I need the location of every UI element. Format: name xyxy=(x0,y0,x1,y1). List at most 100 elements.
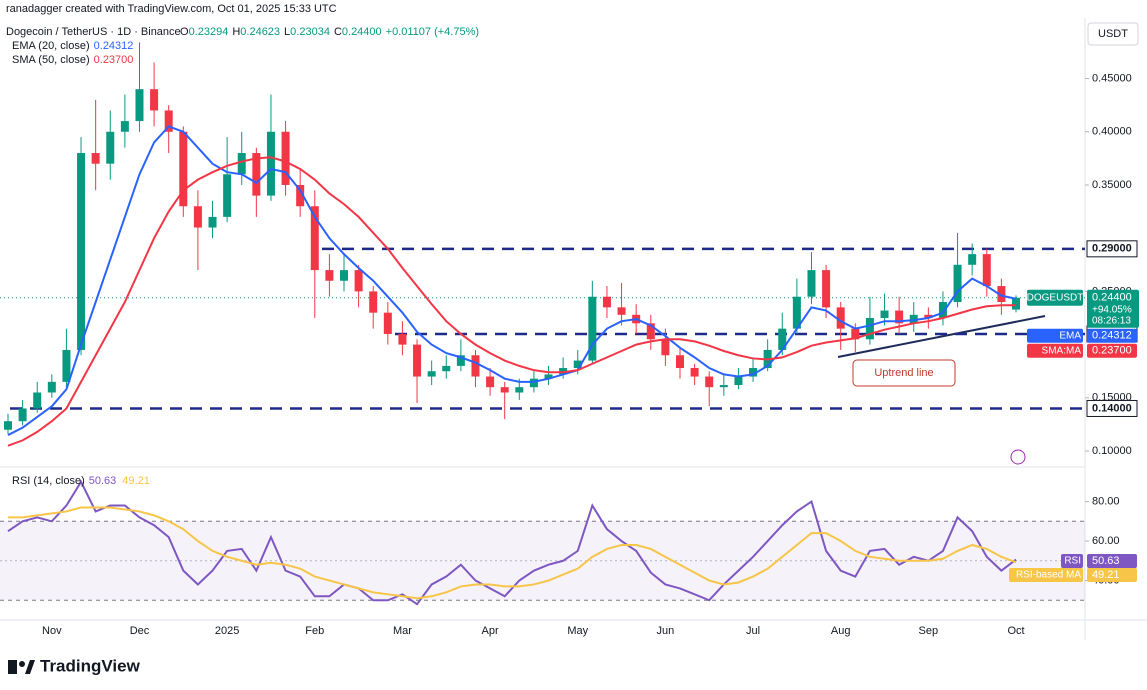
indicator-tag-box xyxy=(1087,554,1137,568)
candle-body xyxy=(588,296,597,361)
candle-body xyxy=(734,376,743,386)
currency-box[interactable] xyxy=(1087,22,1139,46)
logo xyxy=(8,660,35,674)
candle-body xyxy=(836,307,845,329)
candle-body xyxy=(252,153,261,196)
candle-body xyxy=(325,270,334,281)
candle-body xyxy=(62,349,71,382)
candle-body xyxy=(471,355,480,377)
symbol-tag-label: DOGEUSDT xyxy=(1027,292,1084,303)
indicator-tag-name-box xyxy=(1061,554,1083,568)
indicator-tag-name-box xyxy=(1027,343,1083,358)
x-tick-label: Nov xyxy=(42,625,62,637)
candle-body xyxy=(106,131,115,164)
ohlc-value: 0.23034 xyxy=(290,26,330,38)
price-tag xyxy=(1087,289,1139,328)
x-tick-label: Mar xyxy=(393,625,412,637)
indicator-tag-value: 0.23700 xyxy=(1092,345,1132,357)
legend-name: SMA (50, close) xyxy=(12,54,90,66)
indicator-line xyxy=(7,156,1016,447)
price-tag-label: 0.24400 xyxy=(1092,292,1132,304)
indicator-tag-name: SMA:MA xyxy=(1042,345,1082,356)
candle-body xyxy=(573,360,582,369)
annotation-box xyxy=(852,359,956,387)
ohlc-value: +0.01107 (+4.75%) xyxy=(386,26,479,38)
x-tick-label: Dec xyxy=(130,625,150,637)
candle-body xyxy=(822,270,831,308)
candle-body xyxy=(135,89,144,122)
candle-body xyxy=(880,310,889,318)
level-tag-label: 0.14000 xyxy=(1092,402,1132,414)
x-tick-label: Jul xyxy=(746,625,760,637)
candle-body xyxy=(281,131,290,185)
candle-body xyxy=(661,339,670,356)
candle-body xyxy=(179,131,188,207)
candle-body xyxy=(427,371,436,377)
ohlc-name: H xyxy=(232,26,240,38)
candle-body xyxy=(4,421,12,430)
y-tick-label: 0.10000 xyxy=(1092,445,1132,457)
candle-body xyxy=(895,310,904,324)
indicator-tag-value: 49.21 xyxy=(1092,569,1120,581)
logo-text: TradingView xyxy=(40,656,141,675)
candle-body xyxy=(500,387,509,393)
indicator-line xyxy=(7,479,1017,606)
y-tick-label: 0.35000 xyxy=(1092,179,1132,191)
candle-body xyxy=(909,314,918,324)
currency[interactable]: USDT xyxy=(1098,28,1128,40)
candle-body xyxy=(340,270,348,281)
candle-body xyxy=(968,254,977,265)
candle-body xyxy=(91,153,100,164)
candle-body xyxy=(865,318,874,340)
uptrend-line xyxy=(837,315,1046,358)
indicator-tag-value: 0.24312 xyxy=(1092,330,1132,342)
symbol-tag xyxy=(1027,289,1083,306)
candle-body xyxy=(997,286,1006,303)
candle-body xyxy=(486,376,495,388)
indicator-tag-box xyxy=(1087,568,1137,582)
indicator-tag-name: EMA xyxy=(1059,330,1081,341)
level-tag xyxy=(1086,399,1138,417)
price-tag-change: +94.05% xyxy=(1092,304,1132,315)
candle-body xyxy=(164,110,173,132)
candle-body xyxy=(690,368,699,377)
candle-body xyxy=(383,312,392,334)
legend-name: EMA (20, close) xyxy=(12,40,90,52)
rsi-legend-value: 50.63 xyxy=(89,475,117,487)
candle-body xyxy=(296,184,305,207)
legend-value: 0.24312 xyxy=(94,40,134,52)
rsi-tick-label: 80.00 xyxy=(1092,495,1120,507)
ohlc-value: 0.23294 xyxy=(189,26,229,38)
rsi-tick-label: 60.00 xyxy=(1092,535,1120,547)
symbol-title: Dogecoin / TetherUS · 1D · Binance xyxy=(6,26,181,38)
candle-body xyxy=(369,291,378,313)
indicator-tag-box xyxy=(1087,328,1137,343)
candle-body xyxy=(515,387,524,393)
x-tick-label: Feb xyxy=(305,625,324,637)
candle-body xyxy=(33,392,42,409)
x-tick-label: Aug xyxy=(831,625,851,637)
x-tick-label: Apr xyxy=(482,625,499,637)
candle-body xyxy=(778,328,787,350)
ohlc-value: 0.24400 xyxy=(342,26,382,38)
candle-body xyxy=(982,254,991,287)
indicator-tag-name-box xyxy=(1009,568,1083,582)
event-icon[interactable] xyxy=(1010,449,1026,465)
candle-body xyxy=(705,376,714,388)
candle-body xyxy=(807,270,816,297)
candle-body xyxy=(208,216,217,228)
indicator-tag-value: 50.63 xyxy=(1092,555,1120,567)
candle-body xyxy=(938,302,947,318)
candle-body xyxy=(193,206,202,228)
indicator-tag-name-box xyxy=(1027,328,1083,343)
author-line: ranadagger created with TradingView.com,… xyxy=(6,3,337,15)
candle-body xyxy=(120,121,129,132)
candle-body xyxy=(792,296,801,329)
candle-body xyxy=(851,328,860,340)
candle-body xyxy=(646,323,655,340)
legend-value: 0.23700 xyxy=(94,54,134,66)
candle-body xyxy=(442,365,451,372)
candle-body xyxy=(953,264,962,303)
